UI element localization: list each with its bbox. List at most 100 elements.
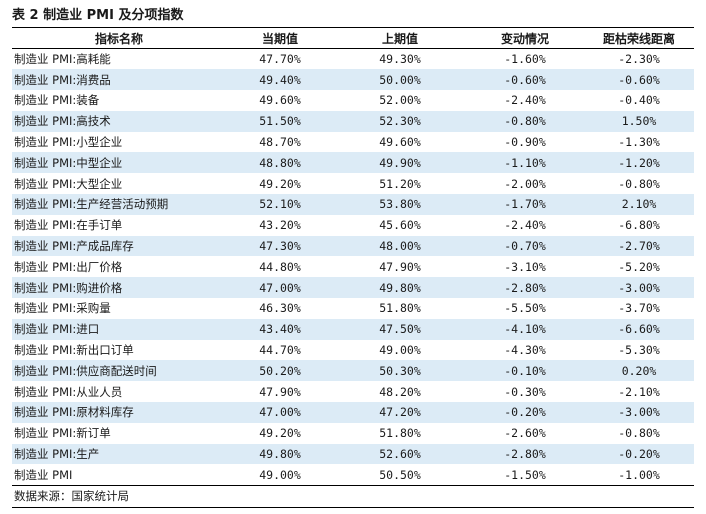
column-header-indicator: 指标名称 [12,27,226,49]
previous-value-cell: 45.60% [379,218,421,233]
current-value-cell: 49.00% [226,464,334,486]
previous-value-cell: 49.60% [379,135,421,150]
table-row: 制造业 PMI:购进价格 47.00% 49.80% -2.80% -3.00% [12,277,694,299]
previous-value-cell: 49.30% [379,52,421,67]
change-cell: -4.30% [504,343,546,358]
table-header-row: 指标名称 当期值 上期值 变动情况 距枯荣线距离 [12,27,694,49]
indicator-name-cell: 制造业 PMI:小型企业 [14,135,123,150]
previous-value-cell: 49.90% [334,152,466,174]
distance-cell: 1.50% [584,110,694,132]
indicator-name-cell: 制造业 PMI:供应商配送时间 [12,360,226,382]
previous-value-cell: 52.30% [334,110,466,132]
distance-cell: -0.40% [618,93,660,108]
indicator-name-cell: 制造业 PMI:高耗能 [14,52,111,67]
current-value-cell: 47.30% [226,235,334,257]
current-value-cell: 52.10% [226,194,334,215]
distance-cell: -3.70% [618,301,660,316]
distance-cell: -0.60% [584,69,694,91]
table-row: 制造业 PMI:高耗能 47.70% 49.30% -1.60% -2.30% [12,49,694,70]
change-cell: -2.40% [504,218,546,233]
change-cell: -2.00% [504,176,546,191]
current-value-cell: 50.20% [226,360,334,382]
previous-value-cell: 51.80% [379,301,421,316]
change-cell: -0.80% [466,110,584,132]
table-row: 制造业 PMI:消费品 49.40% 50.00% -0.60% -0.60% [12,69,694,91]
distance-cell: -5.30% [618,343,660,358]
change-cell: -1.60% [504,52,546,67]
distance-cell: 0.20% [584,360,694,382]
change-cell: -2.80% [466,443,584,465]
current-value-cell: 51.50% [226,110,334,132]
table-row: 制造业 PMI:产成品库存 47.30% 48.00% -0.70% -2.70% [12,235,694,257]
indicator-name-cell: 制造业 PMI:在手订单 [14,218,123,233]
previous-value-cell: 48.00% [334,235,466,257]
table-body: 制造业 PMI:高耗能 47.70% 49.30% -1.60% -2.30% 制造业 P… [12,49,694,486]
pmi-table: 指标名称 当期值 上期值 变动情况 距枯荣线距离 制造业 PMI:高耗能 47.7… [12,27,694,486]
change-cell: -0.70% [466,235,584,257]
change-cell: -1.70% [466,194,584,215]
previous-value-cell: 51.80% [379,426,421,441]
previous-value-cell: 49.80% [334,277,466,299]
current-value-cell: 47.70% [259,52,301,67]
current-value-cell: 43.40% [226,318,334,340]
table-row: 制造业 PMI 49.00% 50.50% -1.50% -1.00% [12,464,694,486]
column-header-previous: 上期值 [334,27,466,49]
indicator-name-cell: 制造业 PMI:生产 [12,443,226,465]
indicator-name-cell: 制造业 PMI:新出口订单 [14,343,134,358]
data-source-note: 数据来源：国家统计局 [14,489,129,503]
indicator-name-cell: 制造业 PMI:采购量 [14,301,111,316]
distance-cell: -0.20% [584,443,694,465]
distance-cell: -2.10% [618,384,660,399]
table-row: 制造业 PMI:供应商配送时间 50.20% 50.30% -0.10% 0.20% [12,360,694,382]
change-cell: -2.40% [504,93,546,108]
current-value-cell: 49.60% [259,93,301,108]
table-row: 制造业 PMI:新出口订单 44.70% 49.00% -4.30% -5.30% [12,340,694,361]
distance-cell: -0.80% [618,426,660,441]
current-value-cell: 44.70% [259,343,301,358]
change-cell: -0.90% [504,135,546,150]
change-cell: -5.50% [504,301,546,316]
distance-cell: -3.00% [584,277,694,299]
table-row: 制造业 PMI:生产经营活动预期 52.10% 53.80% -1.70% 2.10% [12,194,694,215]
previous-value-cell: 49.00% [379,343,421,358]
previous-value-cell: 48.20% [379,384,421,399]
previous-value-cell: 47.90% [379,259,421,274]
distance-cell: -1.00% [584,464,694,486]
current-value-cell: 47.90% [259,384,301,399]
previous-value-cell: 53.80% [334,194,466,215]
change-cell: -4.10% [466,318,584,340]
previous-value-cell: 50.00% [334,69,466,91]
distance-cell: -0.80% [618,176,660,191]
current-value-cell: 49.40% [226,69,334,91]
distance-cell: -1.30% [618,135,660,150]
indicator-name-cell: 制造业 PMI:中型企业 [12,152,226,174]
indicator-name-cell: 制造业 PMI:大型企业 [14,176,123,191]
column-header-current: 当期值 [226,27,334,49]
bottom-rule [12,507,694,508]
table-row: 制造业 PMI:出厂价格 44.80% 47.90% -3.10% -5.20% [12,256,694,277]
change-cell: -3.10% [504,259,546,274]
column-header-change: 变动情况 [466,27,584,49]
current-value-cell: 47.00% [226,277,334,299]
indicator-name-cell: 制造业 PMI:从业人员 [14,384,123,399]
indicator-name-cell: 制造业 PMI:原材料库存 [12,402,226,423]
indicator-name-cell: 制造业 PMI:装备 [14,93,100,108]
distance-cell: -6.80% [618,218,660,233]
current-value-cell: 44.80% [259,259,301,274]
table-row: 制造业 PMI:小型企业 48.70% 49.60% -0.90% -1.30% [12,132,694,153]
distance-cell: -5.20% [618,259,660,274]
current-value-cell: 49.80% [226,443,334,465]
change-cell: -0.60% [466,69,584,91]
distance-cell: -6.60% [584,318,694,340]
distance-cell: -3.00% [584,402,694,423]
indicator-name-cell: 制造业 PMI:高技术 [12,110,226,132]
current-value-cell: 46.30% [259,301,301,316]
table-row: 制造业 PMI:生产 49.80% 52.60% -2.80% -0.20% [12,443,694,465]
table-row: 制造业 PMI:原材料库存 47.00% 47.20% -0.20% -3.00% [12,402,694,423]
indicator-name-cell: 制造业 PMI:购进价格 [12,277,226,299]
change-cell: -1.10% [466,152,584,174]
current-value-cell: 47.00% [226,402,334,423]
change-cell: -0.30% [504,384,546,399]
previous-value-cell: 50.30% [334,360,466,382]
table-row: 制造业 PMI:装备 49.60% 52.00% -2.40% -0.40% [12,90,694,111]
